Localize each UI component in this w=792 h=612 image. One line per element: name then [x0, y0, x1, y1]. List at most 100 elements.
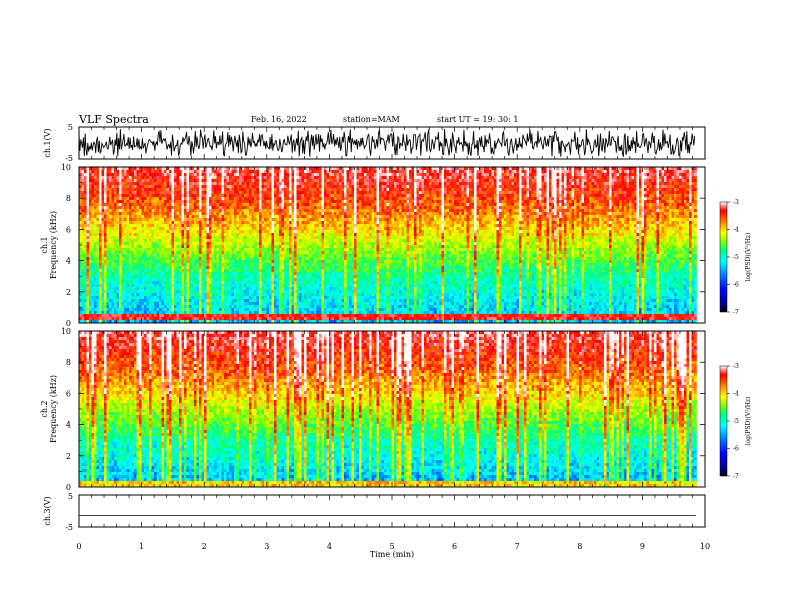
spectrogram-cell [196, 275, 200, 279]
spectrogram-cell [301, 209, 305, 213]
spectrogram-cell [189, 233, 192, 237]
spectrogram-cell [154, 320, 157, 324]
spectrogram-cell [124, 221, 127, 225]
spectrogram-cell [124, 179, 127, 183]
spectrogram-cell [171, 209, 175, 213]
spectrogram-cell [241, 224, 245, 228]
spectrogram-cell [254, 200, 257, 204]
spectrogram-cell [296, 257, 300, 261]
spectrogram-cell [309, 224, 312, 228]
spectrogram-cell [279, 269, 282, 273]
spectrogram-cell [234, 290, 237, 294]
spectrogram-cell [239, 308, 242, 312]
spectrogram-cell [84, 266, 87, 270]
spectrogram-cell [129, 257, 132, 261]
spectrogram-cell [286, 296, 290, 300]
spectrogram-cell [116, 197, 120, 201]
spectrogram-cell [106, 179, 110, 183]
spectrogram-cell [234, 200, 237, 204]
spectrogram-cell [154, 167, 157, 171]
spectrogram-cell [239, 251, 242, 255]
spectrogram-cell [266, 221, 270, 225]
spectrogram-cell [96, 263, 100, 267]
spectrogram-cell [209, 284, 212, 288]
spectrogram-cell [169, 251, 172, 255]
spectrogram-cell [279, 191, 282, 195]
spectrogram-cell [261, 173, 265, 177]
spectrogram-cell [156, 284, 160, 288]
spectrogram-cell [191, 167, 195, 171]
spectrogram-cell [271, 230, 275, 234]
spectrogram-cell [119, 167, 122, 171]
spectrogram-cell [164, 317, 167, 321]
spectrogram-cell [251, 227, 255, 231]
spectrogram-cell [234, 221, 237, 225]
spectrogram-cell [219, 167, 222, 171]
spectrogram-cell [224, 287, 227, 291]
spectrogram-cell [89, 263, 92, 267]
spectrogram-cell [304, 278, 307, 282]
spectrogram-cell [81, 176, 85, 180]
spectrogram-cell [191, 254, 195, 258]
spectrogram-cell [234, 191, 237, 195]
spectrogram-cell [79, 278, 82, 282]
spectrogram-cell [251, 215, 255, 219]
spectrogram-cell [161, 314, 165, 318]
spectrogram-cell [84, 170, 87, 174]
spectrogram-cell [221, 176, 225, 180]
spectrogram-cell [271, 278, 275, 282]
spectrogram-cell [101, 269, 105, 273]
spectrogram-cell [251, 260, 255, 264]
spectrogram-cell [309, 203, 312, 207]
spectrogram-cell [121, 239, 125, 243]
spectrogram-cell [261, 248, 265, 252]
spectrogram-cell [176, 173, 180, 177]
spectrogram-cell [224, 305, 227, 309]
spectrogram-cell [249, 188, 252, 192]
spectrogram-cell [171, 218, 175, 222]
spectrogram-cell [166, 170, 170, 174]
spectrogram-cell [299, 257, 302, 261]
spectrogram-cell [281, 287, 285, 291]
spectrogram-cell [249, 248, 252, 252]
spectrogram-cell [291, 212, 295, 216]
spectrogram-cell [191, 236, 195, 240]
spectrogram-cell [159, 284, 162, 288]
spectrogram-cell [149, 209, 152, 213]
spectrogram-cell [211, 197, 215, 201]
spectrogram-cell [149, 266, 152, 270]
spectrogram-cell [246, 251, 250, 255]
spectrogram-cell [224, 272, 227, 276]
spectrogram-cell [176, 185, 180, 189]
spectrogram-cell [289, 176, 292, 180]
spectrogram-cell [111, 245, 115, 249]
spectrogram-cell [206, 182, 210, 186]
spectrogram-cell [296, 320, 300, 324]
spectrogram-cell [184, 284, 187, 288]
spectrogram-cell [124, 317, 127, 321]
spectrogram-cell [199, 170, 202, 174]
spectrogram-cell [234, 257, 237, 261]
spectrogram-cell [249, 236, 252, 240]
spectrogram-cell [126, 320, 130, 324]
spectrogram-cell [196, 320, 200, 324]
spectrogram-cell [116, 290, 120, 294]
spectrogram-cell [184, 179, 187, 183]
spectrogram-cell [161, 233, 165, 237]
spectrogram-cell [209, 185, 212, 189]
spectrogram-cell [229, 254, 232, 258]
spectrogram-cell [176, 305, 180, 309]
spectrogram-cell [206, 203, 210, 207]
spectrogram-cell [304, 302, 307, 306]
spectrogram-cell [96, 188, 100, 192]
spectrogram-cell [144, 290, 147, 294]
spectrogram-cell [86, 185, 90, 189]
spectrogram-cell [106, 230, 110, 234]
spectrogram-cell [124, 215, 127, 219]
spectrogram-cell [294, 287, 297, 291]
spectrogram-cell [196, 170, 200, 174]
spectrogram-cell [109, 278, 112, 282]
spectrogram-cell [219, 185, 222, 189]
spectrogram-cell [269, 296, 272, 300]
spectrogram-cell [296, 227, 300, 231]
